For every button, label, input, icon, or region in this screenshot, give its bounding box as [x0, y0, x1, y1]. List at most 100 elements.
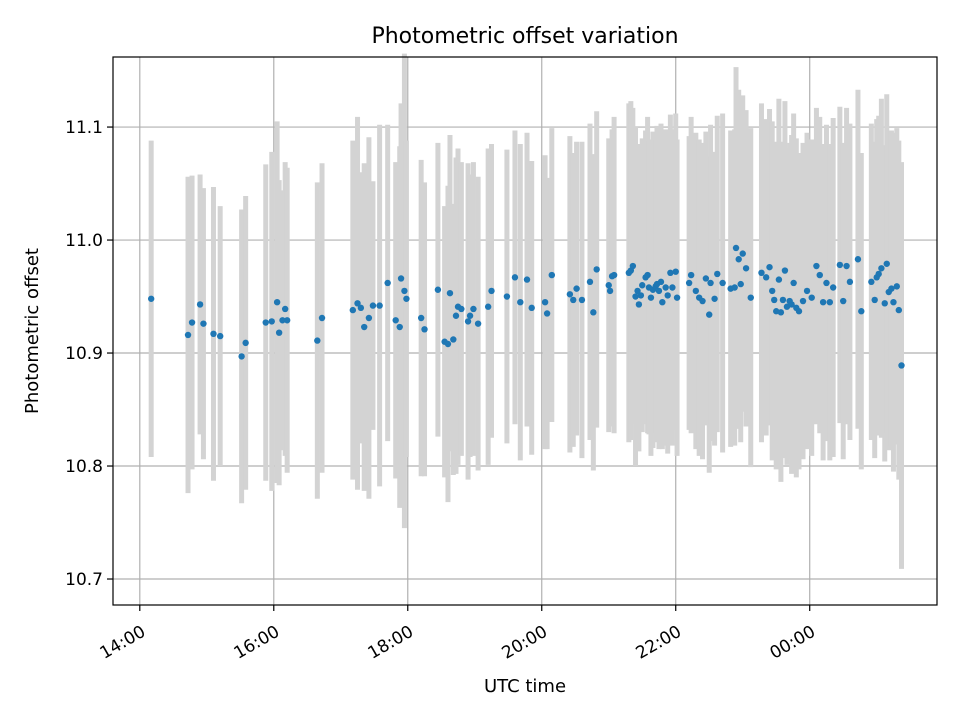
- data-point: [779, 296, 787, 304]
- data-point: [632, 293, 639, 300]
- data-point: [452, 312, 460, 319]
- data-point: [474, 320, 482, 327]
- data-point: [629, 262, 637, 270]
- x-tick-label: 20:00: [499, 622, 551, 664]
- data-point: [871, 296, 878, 304]
- data-point: [719, 279, 726, 287]
- data-point: [466, 312, 474, 319]
- y-tick-label: 10.7: [65, 570, 103, 590]
- data-point: [775, 276, 783, 283]
- data-point: [883, 260, 890, 267]
- data-point: [898, 362, 905, 369]
- data-point: [403, 295, 410, 302]
- data-point: [279, 317, 286, 324]
- data-point: [570, 296, 577, 304]
- data-point: [361, 323, 368, 331]
- data-point: [878, 265, 885, 272]
- x-tick-label: 18:00: [365, 622, 417, 664]
- x-tick-label: 14:00: [97, 622, 149, 664]
- data-point: [275, 329, 283, 336]
- x-axis-ticks: 14:00 16:00 18:00 20:00 22:00 00:00: [97, 605, 819, 664]
- data-point: [450, 336, 457, 343]
- data-point: [184, 331, 192, 339]
- data-point: [281, 305, 289, 313]
- data-point: [692, 287, 700, 295]
- data-point: [401, 287, 408, 295]
- data-point: [735, 256, 742, 263]
- data-point: [484, 303, 492, 310]
- data-point: [511, 274, 519, 281]
- data-point: [314, 337, 321, 344]
- data-point: [578, 296, 586, 304]
- data-point: [268, 318, 275, 325]
- data-point: [283, 317, 291, 324]
- data-point: [349, 306, 357, 314]
- data-point: [706, 311, 713, 318]
- data-point: [854, 256, 862, 263]
- data-point: [606, 287, 614, 295]
- data-point: [758, 269, 765, 277]
- data-point: [635, 301, 643, 308]
- data-point: [685, 279, 693, 287]
- data-point: [458, 305, 465, 313]
- data-point: [875, 270, 882, 278]
- data-point: [803, 287, 811, 295]
- data-point: [799, 297, 807, 305]
- data-point: [664, 292, 671, 299]
- data-point: [434, 286, 442, 293]
- data-point: [881, 300, 888, 307]
- data-point: [446, 289, 454, 297]
- data-point: [647, 294, 655, 301]
- data-point: [392, 317, 399, 324]
- data-point: [846, 278, 854, 286]
- data-point: [397, 275, 405, 282]
- data-point: [737, 280, 744, 288]
- x-tick-label: 22:00: [633, 622, 685, 664]
- data-point: [829, 284, 837, 291]
- y-tick-label: 11.1: [65, 118, 103, 138]
- data-point: [488, 287, 495, 295]
- data-point: [795, 308, 803, 315]
- x-tick-label: 00:00: [767, 622, 819, 664]
- data-point: [659, 298, 666, 306]
- data-point: [662, 284, 669, 291]
- data-point: [634, 287, 641, 295]
- data-point: [639, 282, 646, 289]
- data-point: [200, 320, 207, 327]
- y-tick-label: 10.8: [65, 457, 103, 477]
- data-point: [840, 297, 847, 305]
- data-point: [816, 271, 823, 279]
- data-point: [566, 291, 574, 298]
- data-point: [762, 274, 770, 281]
- data-point: [354, 300, 361, 307]
- data-point: [541, 298, 549, 306]
- data-point: [590, 309, 597, 316]
- data-point: [739, 250, 746, 257]
- data-point: [528, 304, 535, 312]
- data-point: [196, 301, 204, 308]
- data-point: [210, 330, 217, 338]
- x-tick-label: 16:00: [231, 622, 283, 664]
- error-bars: [148, 53, 904, 569]
- data-point: [781, 267, 789, 274]
- data-point: [669, 284, 676, 291]
- data-points: [147, 244, 905, 369]
- data-point: [503, 293, 511, 300]
- data-point: [858, 308, 865, 315]
- data-point: [771, 296, 778, 304]
- y-tick-label: 11.0: [65, 231, 103, 251]
- data-point: [711, 295, 718, 302]
- data-point: [188, 319, 196, 326]
- data-point: [672, 268, 679, 275]
- data-point: [357, 304, 365, 312]
- data-point: [384, 279, 391, 287]
- y-axis-label: Photometric offset: [22, 248, 43, 414]
- data-point: [890, 298, 897, 306]
- plot-area-frame: [112, 56, 938, 606]
- data-point: [637, 292, 645, 299]
- data-point: [788, 301, 795, 308]
- y-tick-label: 10.9: [65, 344, 103, 364]
- data-point: [747, 294, 754, 301]
